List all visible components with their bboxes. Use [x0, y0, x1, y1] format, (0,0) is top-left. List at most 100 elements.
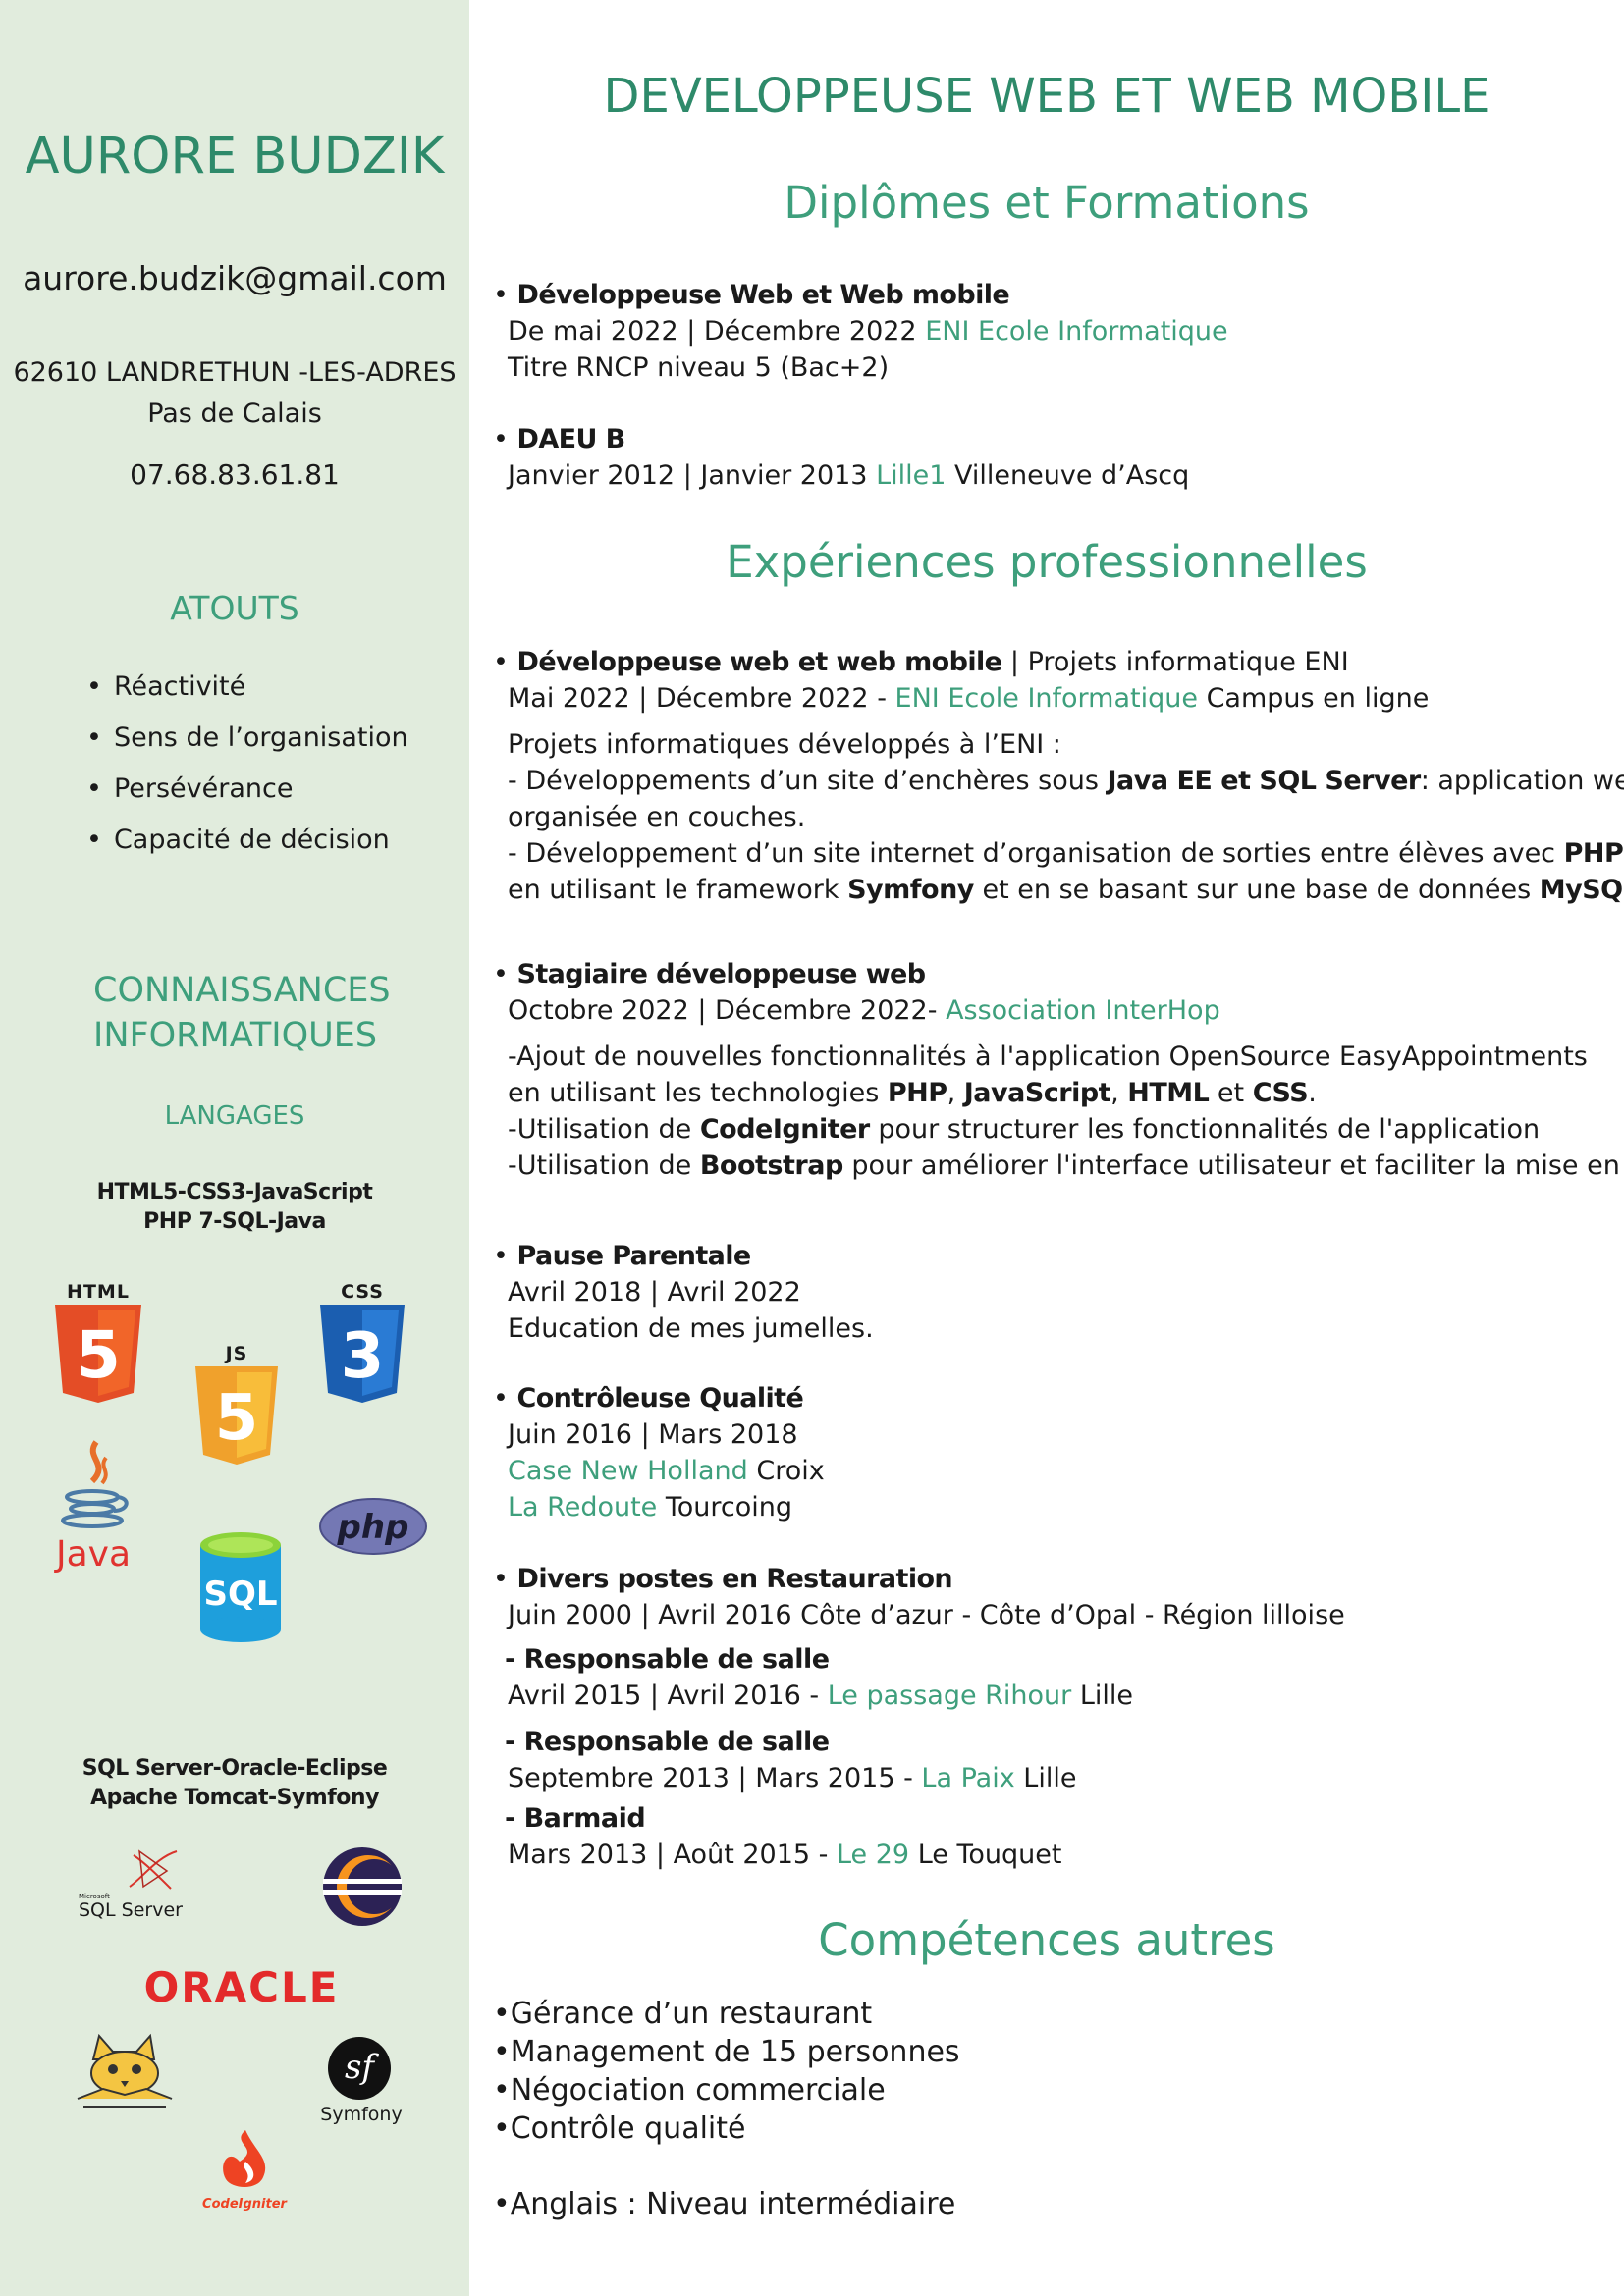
exp-5-role-3-place: Le Touquet [909, 1840, 1062, 1870]
exp-2-sep-1: , [947, 1078, 964, 1108]
phone: 07.68.83.61.81 [130, 458, 340, 491]
eclipse-logo [321, 1845, 404, 1928]
exp-2-tech-css: CSS [1252, 1078, 1309, 1108]
css3-shield-icon: 3 [320, 1305, 405, 1403]
diplome-1-detail: Titre RNCP niveau 5 (Bac+2) [508, 352, 890, 383]
competence-item: Gérance d’un restaurant [510, 1997, 873, 2031]
html-logo-number: 5 [76, 1317, 121, 1393]
php-elephant-icon: php [319, 1498, 427, 1555]
sql-logo-text: SQL [203, 1575, 277, 1614]
langages-title: LANGAGES [164, 1101, 305, 1131]
section-title-experiences: Expériences professionnelles [726, 536, 1368, 588]
sidebar: AURORE BUDZIK aurore.budzik@gmail.com 62… [0, 0, 469, 2296]
language-level: Anglais : Niveau intermédiaire [510, 2187, 956, 2221]
exp-2-org: Association InterHop [946, 995, 1220, 1026]
sql-logo: SQL [196, 1531, 285, 1644]
exp-5-role-2: - Responsable de salle [505, 1727, 830, 1757]
exp-1-line-4a: en utilisant le framework [508, 875, 848, 905]
exp-5-role-1-org: Le passage Rihour [827, 1681, 1072, 1711]
exp-3-dates: Avril 2018 | Avril 2022 [508, 1277, 801, 1308]
java-cup-icon [61, 1440, 129, 1528]
html5-logo: HTML 5 [51, 1281, 145, 1409]
competences-list: •Gérance d’un restaurant •Management de … [493, 1997, 960, 2221]
diplome-2-title: DAEU B [516, 424, 626, 454]
exp-3-detail: Education de mes jumelles. [508, 1313, 874, 1344]
exp-1-line-4d: MySQL [1539, 875, 1624, 905]
sql-database-icon: SQL [200, 1532, 281, 1642]
exp-2-line-2a: en utilisant les technologies [508, 1078, 888, 1108]
sql-server-label: SQL Server [79, 1899, 183, 1921]
experience-entry-1: • Développeuse web et web mobile | Proje… [493, 644, 1624, 908]
exp-1-line-3a: - Développement d’un site internet d’org… [508, 838, 1564, 869]
tools-line-2: Apache Tomcat-Symfony [90, 1786, 379, 1810]
php-logo: php [318, 1497, 428, 1556]
exp-4-place-1: Croix [747, 1456, 825, 1486]
exp-5-role-1-dates: Avril 2015 | Avril 2016 - [508, 1681, 828, 1711]
atouts-title: ATOUTS [170, 589, 299, 627]
atout-item: Persévérance [86, 770, 408, 821]
experience-entry-3: • Pause Parentale Avril 2018 | Avril 202… [493, 1238, 874, 1347]
symfony-icon: sf [328, 2037, 391, 2100]
section-title-diplomes: Diplômes et Formations [784, 177, 1310, 229]
job-title: DEVELOPPEUSE WEB ET WEB MOBILE [603, 69, 1490, 124]
eclipse-icon [323, 1847, 402, 1926]
exp-2-tech-html: HTML [1127, 1078, 1210, 1108]
exp-2-line-4a: -Utilisation de [508, 1150, 700, 1181]
tools-list: SQL Server-Oracle-Eclipse Apache Tomcat-… [0, 1754, 469, 1813]
experience-entry-5: • Divers postes en Restauration Juin 200… [493, 1564, 1345, 1870]
diplome-2-school: Lille1 [876, 460, 947, 491]
exp-1-line-4c: et en se basant sur une base de données [973, 875, 1540, 905]
exp-2-sep-2: , [1110, 1078, 1128, 1108]
exp-1-line-1b: Java EE et SQL Server [1107, 766, 1422, 796]
diplome-2-dates: Janvier 2012 | Janvier 2013 [508, 460, 868, 491]
tomcat-logo [74, 2030, 176, 2110]
exp-5-role-1-place: Lille [1071, 1681, 1134, 1711]
exp-4-title: Contrôleuse Qualité [516, 1383, 804, 1414]
exp-2-tech-js: JavaScript [963, 1078, 1111, 1108]
symfony-logo: sf Symfony [320, 2037, 403, 2131]
html-logo-label: HTML [67, 1281, 130, 1303]
exp-2-sep-3: et [1209, 1078, 1253, 1108]
exp-2-tech-php: PHP [887, 1078, 947, 1108]
exp-5-role-3: - Barmaid [505, 1803, 646, 1834]
diplome-entry-2: • DAEU B Janvier 2012 | Janvier 2013 Lil… [493, 424, 1190, 491]
atout-item: Capacité de décision [86, 821, 408, 872]
exp-1-line-1a: - Développements d’un site d’enchères so… [508, 766, 1108, 796]
langages-list: HTML5-CSS3-JavaScript PHP 7-SQL-Java [0, 1178, 469, 1237]
exp-1-school: ENI Ecole Informatique [894, 683, 1198, 714]
java-logo: Java [49, 1438, 137, 1585]
exp-2-line-4b: Bootstrap [699, 1150, 843, 1181]
experience-entry-4: • Contrôleuse Qualité Juin 2016 | Mars 2… [493, 1383, 825, 1522]
diplome-1-dates: De mai 2022 | Décembre 2022 [508, 316, 917, 347]
tools-line-1: SQL Server-Oracle-Eclipse [81, 1756, 388, 1781]
competence-item: Négociation commerciale [510, 2073, 886, 2108]
diplome-1-school: ENI Ecole Informatique [925, 316, 1228, 347]
js-logo: JS 5 [191, 1343, 282, 1472]
exp-5-title: Divers postes en Restauration [516, 1564, 953, 1594]
skills-title-line-2: INFORMATIQUES [93, 1016, 378, 1055]
skills-title: CONNAISSANCES INFORMATIQUES [93, 968, 391, 1058]
php-logo-text: php [337, 1508, 409, 1547]
exp-1-line-4b: Symfony [847, 875, 974, 905]
exp-5-role-2-place: Lille [1014, 1763, 1077, 1793]
exp-2-sep-4: . [1308, 1078, 1317, 1108]
codeigniter-logo: CodeIgniter [200, 2128, 289, 2216]
exp-1-place: Campus en ligne [1197, 683, 1430, 714]
email: aurore.budzik@gmail.com [23, 259, 447, 297]
exp-1-title: Développeuse web et web mobile [516, 647, 1002, 677]
exp-5-role-2-org: La Paix [921, 1763, 1015, 1793]
exp-2-line-3b: CodeIgniter [699, 1114, 870, 1145]
atout-item: Réactivité [86, 667, 408, 719]
exp-5-role-1: - Responsable de salle [505, 1644, 830, 1675]
exp-2-line-1: -Ajout de nouvelles fonctionnalités à l'… [508, 1041, 1588, 1072]
sql-server-small-label: Microsoft [79, 1893, 110, 1900]
exp-4-place-2: Tourcoing [657, 1492, 793, 1522]
diplome-entry-1: • Développeuse Web et Web mobile De mai … [493, 277, 1228, 386]
exp-1-line-3b: PHP [1563, 838, 1624, 869]
exp-4-org-2: La Redoute [508, 1492, 658, 1522]
exp-1-intro: Projets informatiques développés à l’ENI… [508, 729, 1061, 760]
atouts-list: Réactivité Sens de l’organisation Persév… [86, 667, 408, 872]
codeigniter-flame-icon [223, 2130, 266, 2187]
address-line-1: 62610 LANDRETHUN -LES-ADRES [13, 357, 457, 388]
exp-3-title: Pause Parentale [516, 1241, 752, 1271]
